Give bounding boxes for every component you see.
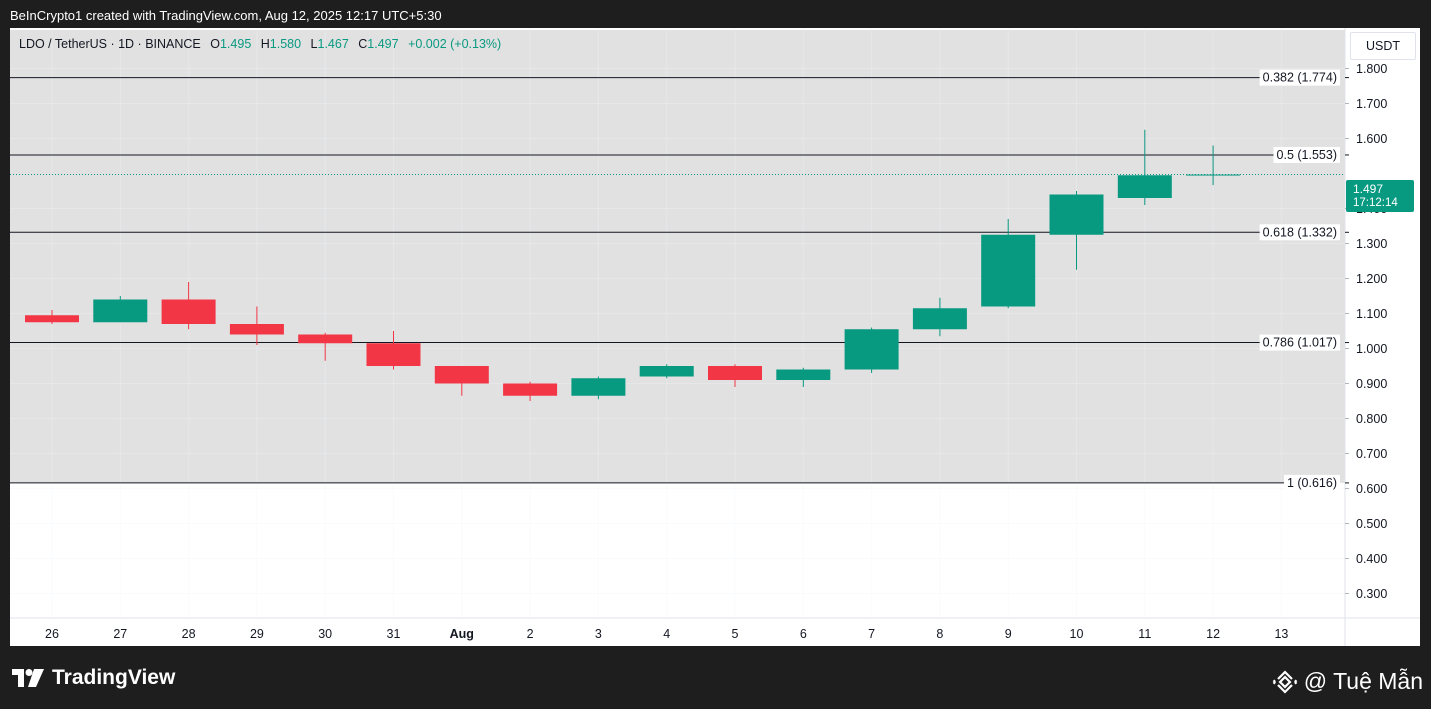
bar-countdown: 17:12:14 xyxy=(1353,197,1398,209)
candle-body xyxy=(1186,174,1241,176)
candle-body xyxy=(776,369,831,380)
fib-level-label-bg xyxy=(1283,474,1340,491)
candle-body xyxy=(229,324,284,335)
author-credit: @ Tuệ Mẫn xyxy=(1272,668,1423,695)
price-tick-label: 0.300 xyxy=(1356,587,1387,601)
time-tick-label: 12 xyxy=(1206,627,1220,641)
time-tick-label: 13 xyxy=(1274,627,1288,641)
candle-body xyxy=(639,366,694,377)
time-tick-label: 27 xyxy=(113,627,127,641)
candle-body xyxy=(844,329,899,370)
time-tick-label: 28 xyxy=(182,627,196,641)
fib-level-label: 0.786 (1.017) xyxy=(1263,336,1337,350)
high-value: 1.580 xyxy=(269,37,302,51)
fib-level-label: 0.5 (1.553) xyxy=(1277,148,1337,162)
fib-level-label: 0.618 (1.332) xyxy=(1263,225,1337,239)
time-tick-label: 4 xyxy=(663,627,670,641)
time-tick-label: Aug xyxy=(450,627,474,641)
price-tick-label: 1.600 xyxy=(1356,132,1387,146)
candle-body xyxy=(1117,175,1172,198)
time-tick-label: 3 xyxy=(595,627,602,641)
candle-body xyxy=(571,378,626,396)
time-tick-label: 9 xyxy=(1005,627,1012,641)
fib-level-label: 1 (0.616) xyxy=(1287,476,1337,490)
fib-shaded-zone xyxy=(10,30,1345,483)
candle-body xyxy=(708,366,762,380)
candle-body xyxy=(503,383,558,396)
tradingview-brand[interactable]: TradingView xyxy=(12,666,175,690)
price-tick-label: 1.200 xyxy=(1356,272,1387,286)
time-tick-label: 2 xyxy=(527,627,534,641)
time-tick-label: 7 xyxy=(868,627,875,641)
candle-body xyxy=(366,343,421,366)
candle-body xyxy=(981,234,1036,307)
price-tick-label: 0.500 xyxy=(1356,517,1387,531)
price-tick-label: 0.900 xyxy=(1356,377,1387,391)
price-tick-label: 1.000 xyxy=(1356,342,1387,356)
open-value: 1.495 xyxy=(219,37,252,51)
credit-text: @ Tuệ Mẫn xyxy=(1303,668,1423,694)
fib-level-label-bg xyxy=(1273,146,1340,163)
fib-level-label-bg xyxy=(1259,224,1340,241)
low-value: 1.467 xyxy=(317,37,349,51)
fib-level-label: 0.382 (1.774) xyxy=(1263,71,1337,85)
time-tick-label: 11 xyxy=(1138,627,1151,641)
high-label: H xyxy=(260,37,270,51)
time-tick-label: 29 xyxy=(250,627,264,641)
symbol-legend[interactable]: LDO / TetherUS · 1D · BINANCE O1.495 H1.… xyxy=(19,37,501,51)
candle-body xyxy=(161,299,216,324)
time-tick-label: 5 xyxy=(732,627,739,641)
candle-body xyxy=(434,366,489,384)
time-tick-label: 10 xyxy=(1070,627,1084,641)
time-tick-label: 8 xyxy=(936,627,943,641)
fib-level-label-bg xyxy=(1259,334,1340,351)
fib-level-label-bg xyxy=(1259,69,1340,86)
price-tick-label: 0.700 xyxy=(1356,447,1387,461)
tradingview-logo-icon xyxy=(12,669,44,687)
close-value: 1.497 xyxy=(367,37,399,51)
low-label: L xyxy=(310,37,318,51)
symbol-name: LDO / TetherUS · 1D · BINANCE xyxy=(19,37,201,51)
price-tick-label: 1.100 xyxy=(1356,307,1387,321)
price-tick-label: 1.300 xyxy=(1356,237,1387,251)
change-value: +0.002 (+0.13%) xyxy=(408,37,502,51)
close-label: C xyxy=(358,37,368,51)
binance-logo-icon xyxy=(1272,669,1298,694)
candle-body xyxy=(25,315,79,323)
chart-created-caption: BeInCrypto1 created with TradingView.com… xyxy=(10,8,442,23)
open-label: O xyxy=(210,37,220,51)
price-tick-label: 1.700 xyxy=(1356,97,1387,111)
time-tick-label: 31 xyxy=(387,627,401,641)
currency-selector[interactable]: USDT xyxy=(1350,32,1416,60)
last-price-value: 1.497 xyxy=(1353,182,1384,196)
price-tick-label: 0.800 xyxy=(1356,412,1387,426)
time-tick-label: 26 xyxy=(45,627,59,641)
time-tick-label: 30 xyxy=(318,627,332,641)
price-tick-label: 1.800 xyxy=(1356,62,1387,76)
price-tick-label: 0.600 xyxy=(1356,482,1387,496)
brand-name: TradingView xyxy=(52,666,176,689)
candle-body xyxy=(93,299,148,323)
time-tick-label: 6 xyxy=(800,627,807,641)
chart-frame: 0.382 (1.774) 0.5 (1.553) 0.618 (1.332) 0.7… xyxy=(10,28,1420,646)
price-tick-label: 0.400 xyxy=(1356,552,1387,566)
candle-body xyxy=(298,334,353,344)
candle-body xyxy=(912,308,967,330)
candlestick-chart: 0.382 (1.774) 0.5 (1.553) 0.618 (1.332) 0.7… xyxy=(10,28,1420,646)
last-price-badge: 1.497 17:12:14 xyxy=(1346,180,1414,212)
candle-body xyxy=(1049,194,1104,235)
